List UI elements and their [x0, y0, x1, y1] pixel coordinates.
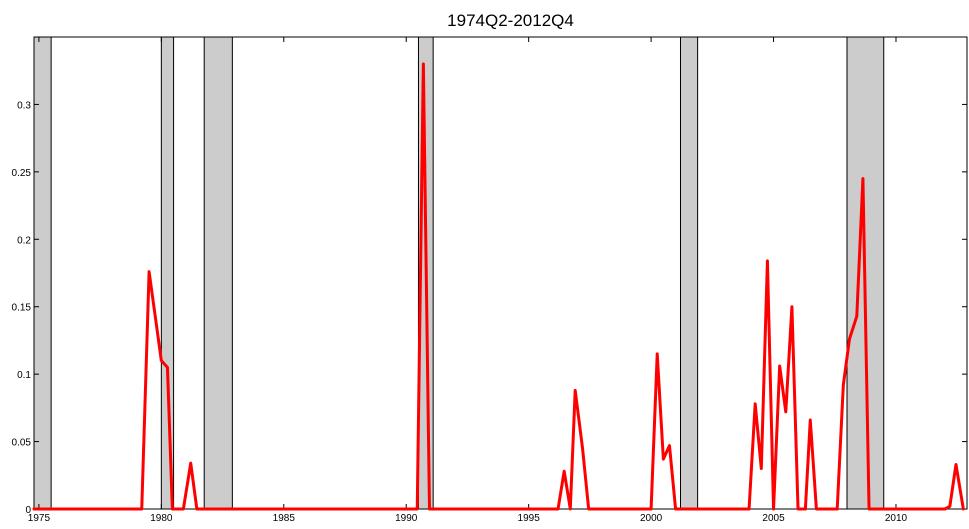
- x-tick-label: 2005: [762, 513, 785, 524]
- x-tick-label: 2000: [640, 513, 663, 524]
- x-tick-label: 1985: [273, 513, 296, 524]
- recession-band: [33, 36, 52, 510]
- y-tick-label: 0.05: [12, 438, 32, 449]
- tick-labels: 1975 1980 1985 1990 1995 2000 2005 2010 0 0.05 0.1…: [12, 100, 908, 524]
- y-tick-label: 0.25: [12, 168, 32, 179]
- y-tick-label: 0.3: [17, 100, 31, 111]
- x-tick-label: 1975: [28, 513, 51, 524]
- x-tick-label: 1990: [395, 513, 418, 524]
- recession-band: [203, 36, 233, 510]
- y-tick-label: 0.2: [17, 235, 31, 246]
- y-tick-label: 0.1: [17, 370, 31, 381]
- recession-band: [160, 36, 175, 510]
- series-layer: [32, 62, 965, 511]
- recession-bands: [33, 36, 885, 510]
- x-tick-label: 1995: [518, 513, 541, 524]
- x-tick-label: 2010: [885, 513, 908, 524]
- x-tick-label: 1980: [150, 513, 173, 524]
- series-line: [32, 62, 965, 511]
- chart-title: 1974Q2-2012Q4: [447, 11, 574, 30]
- y-tick-label: 0.15: [12, 303, 32, 314]
- recession-band: [679, 36, 699, 510]
- y-tick-label: 0: [25, 505, 31, 516]
